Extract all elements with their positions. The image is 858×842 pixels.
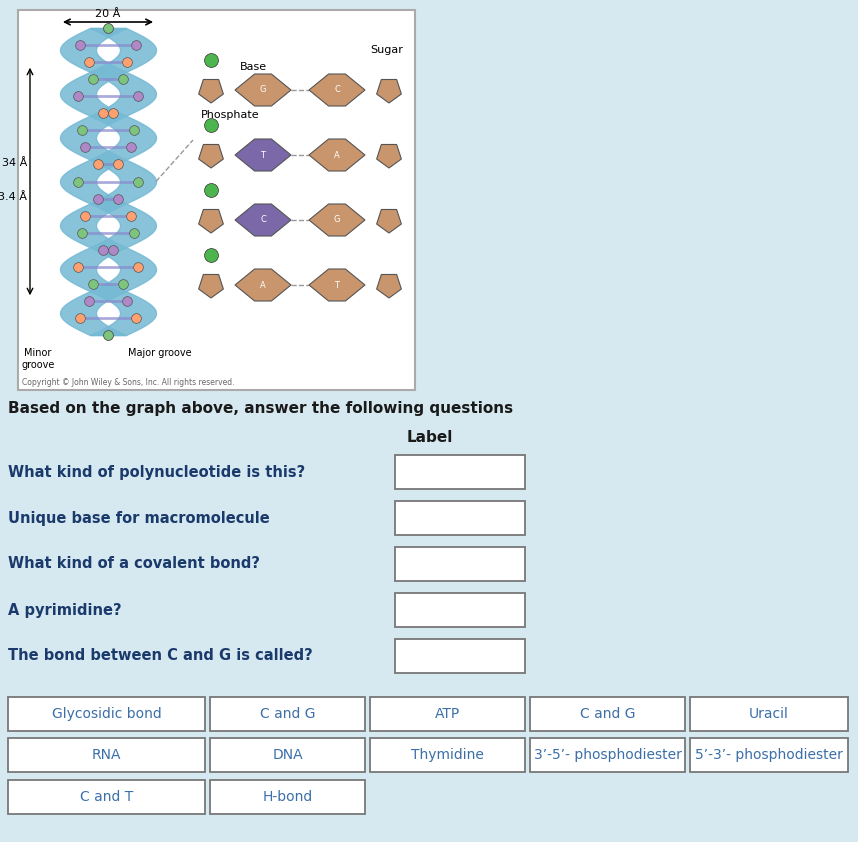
Text: Copyright © John Wiley & Sons, Inc. All rights reserved.: Copyright © John Wiley & Sons, Inc. All … — [22, 378, 234, 387]
Bar — [370, 738, 525, 772]
Text: Major groove: Major groove — [128, 348, 191, 358]
Text: 34 Å: 34 Å — [2, 158, 27, 168]
Text: C and G: C and G — [260, 707, 315, 721]
Text: C and T: C and T — [80, 790, 133, 804]
Text: 20 Å: 20 Å — [95, 9, 121, 19]
Text: ATP: ATP — [435, 707, 460, 721]
Text: T: T — [261, 151, 265, 159]
Bar — [370, 697, 525, 731]
Text: RNA: RNA — [92, 748, 121, 762]
Polygon shape — [199, 210, 223, 233]
Bar — [395, 593, 525, 627]
Polygon shape — [235, 204, 291, 236]
Bar — [530, 697, 685, 731]
Bar — [395, 455, 525, 489]
Text: C: C — [334, 86, 340, 94]
Bar — [18, 10, 415, 390]
Polygon shape — [199, 145, 223, 168]
Text: 3’-5’- phosphodiester: 3’-5’- phosphodiester — [534, 748, 681, 762]
Text: 3.4 Å: 3.4 Å — [0, 191, 27, 201]
Polygon shape — [235, 74, 291, 106]
Text: Label: Label — [407, 430, 453, 445]
Text: 5’-3’- phosphodiester: 5’-3’- phosphodiester — [695, 748, 843, 762]
Text: Minor
groove: Minor groove — [21, 348, 55, 370]
Text: A pyrimidine?: A pyrimidine? — [8, 603, 122, 617]
Bar — [210, 780, 365, 814]
Bar — [530, 738, 685, 772]
Bar — [8, 697, 205, 731]
Text: What kind of polynucleotide is this?: What kind of polynucleotide is this? — [8, 465, 305, 479]
Text: Uracil: Uracil — [749, 707, 789, 721]
Polygon shape — [377, 274, 402, 298]
Text: Phosphate: Phosphate — [201, 110, 260, 120]
Polygon shape — [309, 74, 365, 106]
Bar — [395, 639, 525, 673]
Text: G: G — [260, 86, 266, 94]
Text: G: G — [334, 216, 341, 225]
Text: Based on the graph above, answer the following questions: Based on the graph above, answer the fol… — [8, 401, 513, 415]
Bar — [395, 547, 525, 581]
Text: Sugar: Sugar — [370, 45, 403, 55]
Polygon shape — [377, 210, 402, 233]
Text: C: C — [260, 216, 266, 225]
Text: Base: Base — [239, 62, 267, 72]
Text: The bond between C and G is called?: The bond between C and G is called? — [8, 648, 313, 663]
Bar — [8, 738, 205, 772]
Text: What kind of a covalent bond?: What kind of a covalent bond? — [8, 557, 260, 572]
Bar — [210, 738, 365, 772]
Polygon shape — [309, 269, 365, 301]
Polygon shape — [377, 79, 402, 103]
Bar — [690, 738, 848, 772]
Polygon shape — [235, 139, 291, 171]
Polygon shape — [377, 145, 402, 168]
Bar — [8, 780, 205, 814]
Text: C and G: C and G — [580, 707, 635, 721]
Bar — [690, 697, 848, 731]
Text: A: A — [260, 280, 266, 290]
Text: H-bond: H-bond — [263, 790, 312, 804]
Bar — [395, 501, 525, 535]
Polygon shape — [199, 79, 223, 103]
Text: T: T — [335, 280, 340, 290]
Polygon shape — [309, 204, 365, 236]
Text: Glycosidic bond: Glycosidic bond — [51, 707, 161, 721]
Polygon shape — [199, 274, 223, 298]
Polygon shape — [309, 139, 365, 171]
Text: DNA: DNA — [272, 748, 303, 762]
Text: Thymidine: Thymidine — [411, 748, 484, 762]
Bar — [210, 697, 365, 731]
Text: Unique base for macromolecule: Unique base for macromolecule — [8, 510, 269, 525]
Polygon shape — [235, 269, 291, 301]
Text: A: A — [334, 151, 340, 159]
